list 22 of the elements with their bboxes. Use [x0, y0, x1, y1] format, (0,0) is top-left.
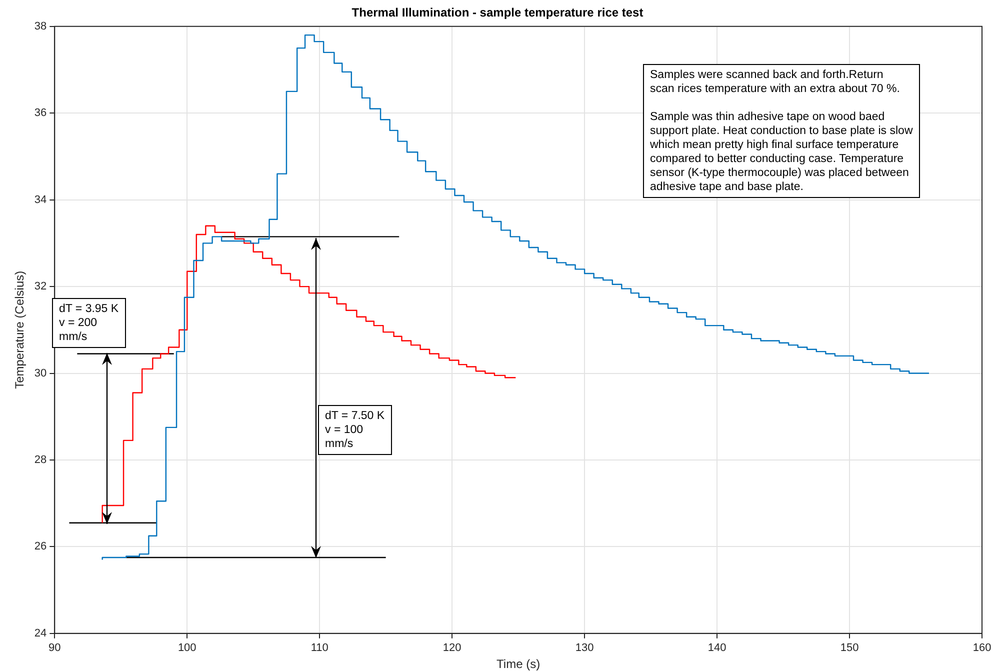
text: Samples were scanned back and forth.Return scan rices temperature with an extra about 70 %. Sample was thin adhesive tape on wood baed support plate. Heat conduction to base plate is slow which mean pretty high final surface temperature compared to better conducting case. Temperature sensor (K-type thermocouple) was placed between adhesive tape and base plate. — [650, 69, 913, 193]
y-tick-label: 30 — [34, 367, 47, 380]
chart-title: Thermal Illumination - sample temperature rice test — [352, 6, 644, 20]
x-tick-label: 160 — [972, 642, 992, 654]
x-tick-label: 140 — [708, 642, 726, 654]
x-axis-title: Time (s) — [496, 657, 540, 672]
x-tick-label: 100 — [178, 642, 196, 654]
x-tick-label: 150 — [840, 642, 859, 654]
y-tick-label: 24 — [34, 627, 47, 640]
x-tick-label: 130 — [575, 642, 594, 654]
x-tick-label: 110 — [310, 642, 328, 654]
x-tick-label: 120 — [442, 642, 462, 654]
y-axis-title: Temperature (Celsius) — [12, 270, 27, 389]
y-tick-label: 34 — [34, 194, 47, 206]
y-tick-label: 36 — [34, 107, 47, 120]
y-tick-label: 38 — [34, 20, 47, 32]
y-tick-label: 28 — [34, 454, 47, 466]
annotation: dT = 3.95 K v = 200 mm/s — [52, 298, 126, 348]
y-tick-label: 32 — [34, 280, 47, 293]
y-tick-label: 26 — [34, 540, 47, 553]
x-tick-label: 90 — [48, 642, 61, 654]
annotation: dT = 7.50 K v = 100 mm/s — [318, 405, 392, 455]
